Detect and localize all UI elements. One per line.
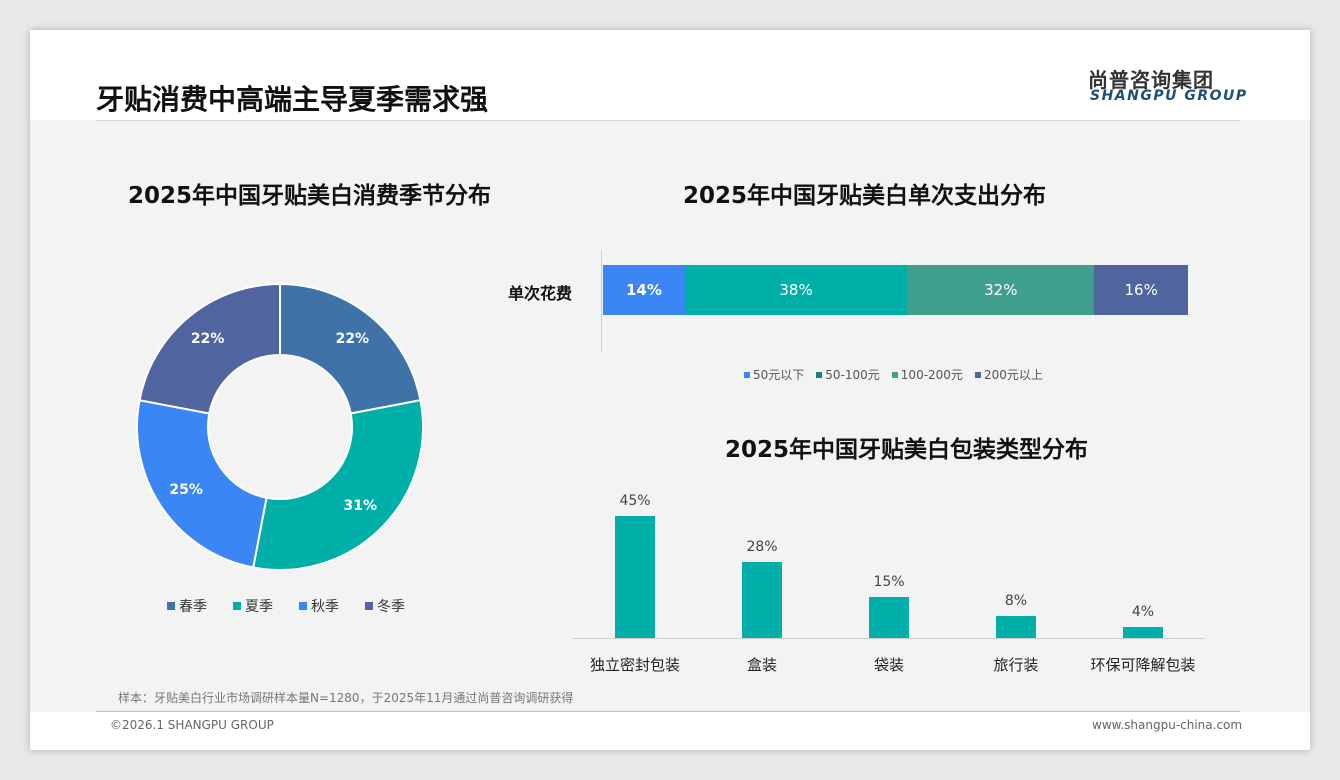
donut-data-label: 25% xyxy=(169,481,203,498)
segment-label: 38% xyxy=(779,281,813,299)
legend-label: 春季 xyxy=(179,599,207,615)
spend-legend: 50元以下 50-100元 100-200元 200元以上 xyxy=(744,366,1043,383)
donut-segment-2 xyxy=(136,399,268,569)
package-bar xyxy=(742,562,782,638)
bar-value-label: 28% xyxy=(746,539,778,556)
donut-legend: 春季 夏季 秋季 冬季 xyxy=(167,596,405,616)
legend-swatch xyxy=(365,602,373,610)
spend-chart-title: 2025年中国牙贴美白单次支出分布 xyxy=(683,183,1047,209)
bar-value-label: 15% xyxy=(873,574,905,591)
segment-label: 32% xyxy=(984,281,1018,299)
legend-item: 50元以下 xyxy=(744,366,804,383)
legend-label: 夏季 xyxy=(245,599,273,615)
spend-axis xyxy=(601,250,602,352)
legend-swatch xyxy=(891,371,898,378)
bar-category-label: 环保可降解包装 xyxy=(1090,656,1196,674)
content-background xyxy=(30,120,1310,712)
header-divider xyxy=(96,120,1240,121)
donut-data-label: 22% xyxy=(335,330,370,347)
legend-item: 50-100元 xyxy=(816,366,880,383)
report-slide: 牙贴消费中高端主导夏季需求强 尚普咨询集团 SHANGPU GROUP 2025… xyxy=(30,30,1310,750)
legend-swatch xyxy=(233,602,241,610)
legend-swatch xyxy=(167,602,175,610)
donut-segment-0 xyxy=(279,282,422,415)
donut-chart-title: 2025年中国牙贴美白消费季节分布 xyxy=(128,183,492,209)
legend-label: 200元以上 xyxy=(983,368,1043,382)
copyright: ©2026.1 SHANGPU GROUP xyxy=(110,718,274,732)
logo-chinese: 尚普咨询集团 xyxy=(1088,68,1214,92)
legend-item: 秋季 xyxy=(299,596,339,616)
legend-swatch xyxy=(299,602,307,610)
legend-label: 秋季 xyxy=(311,599,339,615)
donut-data-label: 22% xyxy=(190,330,225,347)
bar-value-label: 4% xyxy=(1131,604,1155,621)
legend-label: 50元以下 xyxy=(753,368,805,382)
donut-segment-1 xyxy=(252,399,424,571)
package-bar xyxy=(996,616,1036,638)
legend-item: 春季 xyxy=(167,596,207,616)
stacked-segment: 32% xyxy=(907,265,1095,315)
bar-value-label: 45% xyxy=(619,493,651,509)
package-bar xyxy=(1123,627,1163,638)
spend-category-label: 单次花费 xyxy=(508,284,573,303)
legend-swatch xyxy=(974,371,981,378)
stacked-segment: 16% xyxy=(1094,265,1188,315)
package-chart-title: 2025年中国牙贴美白包装类型分布 xyxy=(725,437,1089,463)
legend-item: 100-200元 xyxy=(891,366,963,383)
package-bar xyxy=(615,516,655,638)
legend-item: 夏季 xyxy=(233,596,273,616)
footer-divider xyxy=(96,711,1240,712)
page-title: 牙贴消费中高端主导夏季需求强 xyxy=(96,83,489,116)
bar-category-label: 袋装 xyxy=(873,656,904,674)
donut-chart xyxy=(136,282,424,571)
legend-item: 冬季 xyxy=(365,596,405,616)
legend-swatch xyxy=(816,371,823,378)
package-axis xyxy=(572,638,1205,639)
legend-label: 100-200元 xyxy=(900,368,963,382)
legend-label: 冬季 xyxy=(377,599,405,615)
stacked-segment: 38% xyxy=(684,265,908,315)
website-link[interactable]: www.shangpu-china.com xyxy=(1092,718,1243,732)
legend-swatch xyxy=(744,371,750,378)
legend-label: 50-100元 xyxy=(825,368,880,382)
spend-stacked-bar: 14% 38% 32% 16% xyxy=(603,265,1188,315)
donut-data-label: 31% xyxy=(343,498,377,515)
logo-english: SHANGPU GROUP xyxy=(1090,88,1248,104)
bar-category-label: 旅行装 xyxy=(993,656,1039,674)
stacked-segment: 14% xyxy=(603,265,685,315)
package-bar xyxy=(869,597,909,638)
sample-note: 样本：牙贴美白行业市场调研样本量N=1280，于2025年11月通过尚普咨询调研… xyxy=(118,691,574,705)
bar-category-label: 独立密封包装 xyxy=(589,656,680,674)
donut-segment-3 xyxy=(138,282,281,415)
bar-value-label: 8% xyxy=(1004,593,1028,610)
segment-label: 14% xyxy=(625,281,662,299)
segment-label: 16% xyxy=(1124,281,1158,299)
legend-item: 200元以上 xyxy=(974,366,1043,383)
bar-category-label: 盒装 xyxy=(746,656,777,674)
